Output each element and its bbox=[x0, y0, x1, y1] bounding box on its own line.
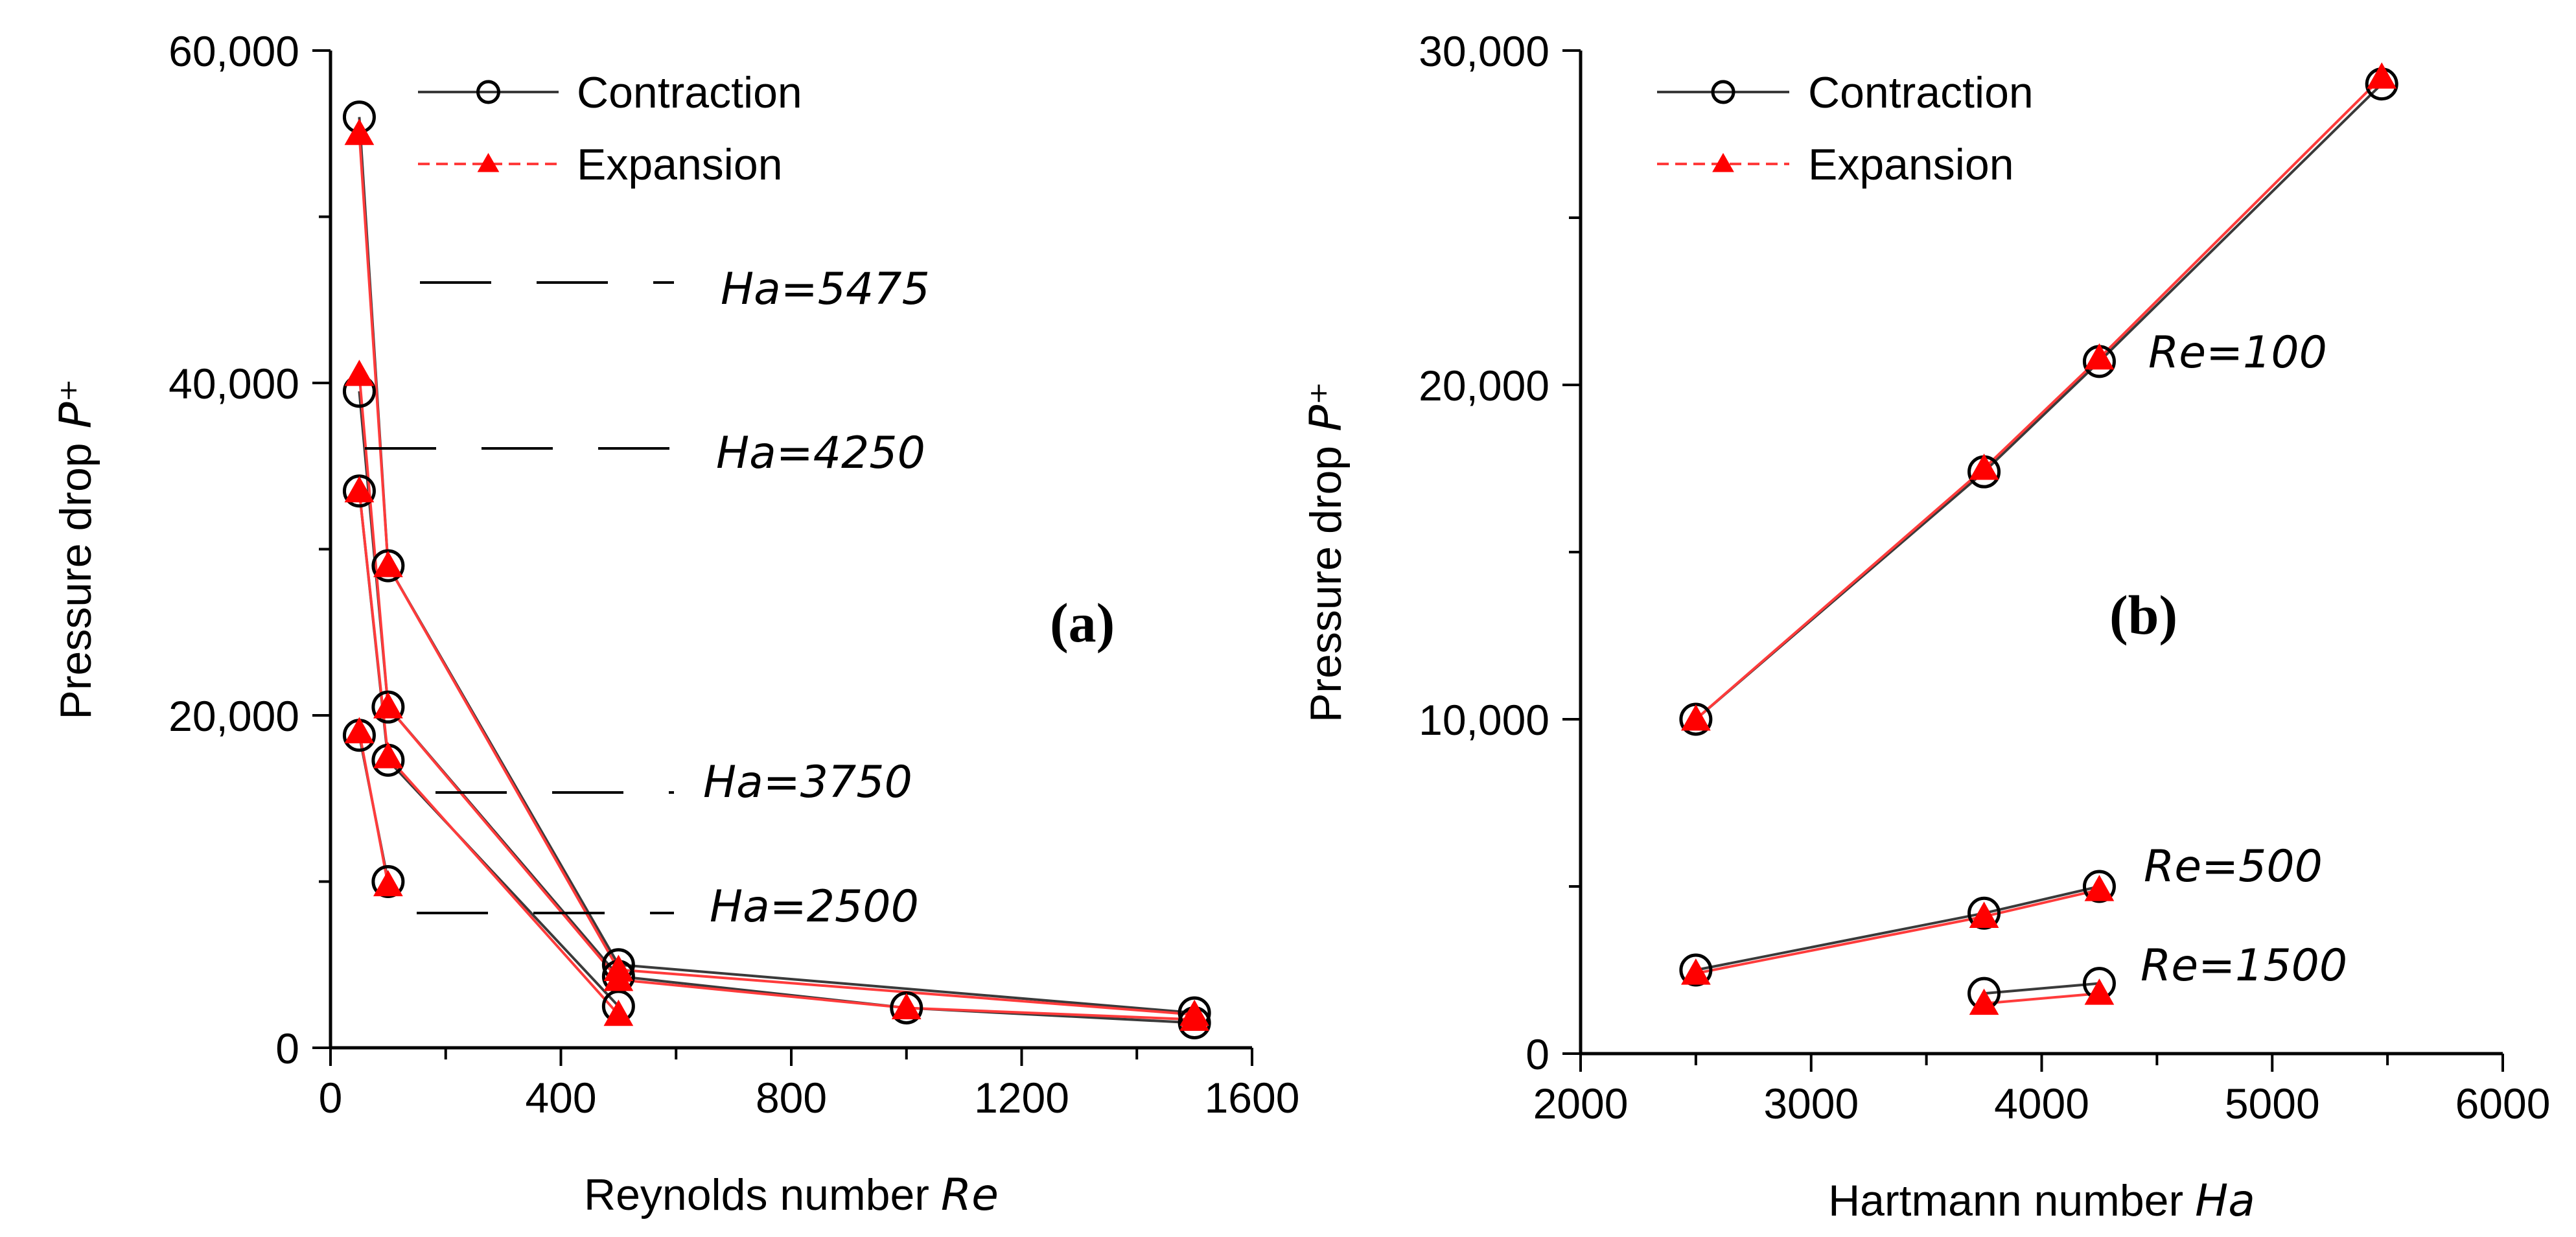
data-point-expansion bbox=[344, 119, 375, 145]
panel-label: (b) bbox=[2109, 584, 2177, 646]
data-point-expansion bbox=[373, 692, 403, 719]
series-line-contraction bbox=[1695, 885, 2100, 971]
data-point-contraction bbox=[1967, 896, 2001, 930]
annotation-label: Re=500 bbox=[2144, 841, 2323, 892]
data-point-expansion bbox=[2367, 62, 2397, 89]
x-axis-label-variable: Ha bbox=[2195, 1175, 2255, 1227]
data-point-expansion bbox=[2084, 343, 2115, 370]
x-tick-label: 1600 bbox=[1205, 1074, 1300, 1122]
annotation-label: Ha=4250 bbox=[716, 428, 925, 479]
data-point-expansion bbox=[2084, 875, 2115, 901]
data-point-contraction bbox=[2082, 870, 2116, 903]
data-point-expansion bbox=[344, 476, 375, 503]
annotation-label: Ha=5475 bbox=[721, 264, 930, 315]
y-tick-label: 0 bbox=[1526, 1030, 1549, 1078]
x-tick-label: 4000 bbox=[1994, 1080, 2089, 1127]
chart-panel-b: 2000 3000 4000 5000 6000 0 10,000 20,000 30,000 H… bbox=[1301, 27, 2550, 1227]
annotation-label: Re=100 bbox=[2148, 327, 2327, 378]
chart-panel-a: 0 400 800 1200 1600 0 20,000 40,000 60,000 Reynol… bbox=[51, 27, 1299, 1221]
y-axis-label-text: Pressure drop bbox=[1301, 446, 1351, 723]
data-point-expansion bbox=[373, 870, 403, 897]
data-point-expansion bbox=[1681, 958, 1711, 985]
annotation-label: Ha=2500 bbox=[710, 881, 919, 932]
y-tick-label: 10,000 bbox=[1419, 696, 1549, 744]
x-tick-label: 2000 bbox=[1533, 1080, 1629, 1127]
legend-label-expansion: Expansion bbox=[1808, 140, 2014, 189]
y-axis-label-text: Pressure drop bbox=[51, 443, 100, 719]
x-tick-label: 6000 bbox=[2455, 1080, 2551, 1127]
y-axis-label: Pressure drop P⁺ bbox=[51, 379, 102, 720]
data-point-expansion bbox=[373, 551, 403, 577]
data-point-expansion bbox=[1969, 988, 1999, 1015]
x-tick-label: 1200 bbox=[974, 1074, 1069, 1122]
legend-label-contraction: Contraction bbox=[1808, 68, 2034, 117]
x-tick-label: 800 bbox=[756, 1074, 827, 1122]
data-point-expansion bbox=[2084, 978, 2115, 1005]
x-tick-label: 400 bbox=[525, 1074, 596, 1122]
y-tick-label: 20,000 bbox=[168, 692, 299, 740]
x-axis-label-text: Reynolds number bbox=[584, 1170, 929, 1220]
y-tick-label: 30,000 bbox=[1419, 27, 1549, 75]
data-point-expansion bbox=[344, 717, 375, 744]
series-line-expansion bbox=[1695, 888, 2100, 975]
annotation-label: Ha=3750 bbox=[703, 757, 912, 808]
y-tick-label: 20,000 bbox=[1419, 362, 1549, 410]
series-line-expansion bbox=[358, 732, 389, 886]
x-tick-label: 0 bbox=[319, 1074, 343, 1122]
series-line-contraction bbox=[1984, 982, 2100, 995]
y-tick-label: 40,000 bbox=[168, 360, 299, 408]
data-point-expansion bbox=[344, 360, 375, 386]
legend-label-contraction: Contraction bbox=[577, 68, 802, 117]
x-tick-label: 5000 bbox=[2225, 1080, 2320, 1127]
legend-label-expansion: Expansion bbox=[577, 140, 783, 189]
y-tick-label: 60,000 bbox=[168, 27, 299, 75]
y-tick-label: 0 bbox=[275, 1024, 299, 1072]
data-point-expansion bbox=[1969, 453, 1999, 480]
x-axis-label: Reynolds number Re bbox=[584, 1170, 999, 1221]
data-point-expansion bbox=[373, 742, 403, 769]
series-line-expansion bbox=[1695, 76, 2383, 721]
legend-marker-expansion bbox=[477, 152, 500, 172]
data-point-contraction bbox=[1679, 953, 1713, 987]
panel-label: (a) bbox=[1050, 592, 1115, 654]
legend-marker-contraction bbox=[1711, 80, 1735, 104]
y-axis-label: Pressure drop P⁺ bbox=[1301, 382, 1352, 723]
data-point-expansion bbox=[891, 993, 922, 1019]
series-line-expansion bbox=[1984, 992, 2100, 1005]
data-point-expansion bbox=[1681, 704, 1711, 731]
x-axis-label: Hartmann number Ha bbox=[1828, 1175, 2255, 1227]
y-axis-label-variable: P⁺ bbox=[1301, 382, 1352, 432]
x-tick-label: 3000 bbox=[1763, 1080, 1859, 1127]
data-point-expansion bbox=[603, 964, 634, 991]
legend-marker-contraction bbox=[476, 80, 500, 104]
annotation-label: Re=1500 bbox=[2141, 940, 2347, 991]
data-point-expansion bbox=[603, 999, 634, 1026]
data-point-expansion bbox=[1179, 1004, 1209, 1031]
data-point-contraction bbox=[371, 865, 405, 898]
x-axis-label-variable: Re bbox=[941, 1170, 999, 1221]
x-axis-label-text: Hartmann number bbox=[1828, 1176, 2183, 1225]
y-axis-label-variable: P⁺ bbox=[51, 379, 102, 429]
data-point-expansion bbox=[1969, 901, 1999, 928]
legend-marker-expansion bbox=[1712, 152, 1734, 172]
series-line-contraction bbox=[358, 117, 1195, 1015]
